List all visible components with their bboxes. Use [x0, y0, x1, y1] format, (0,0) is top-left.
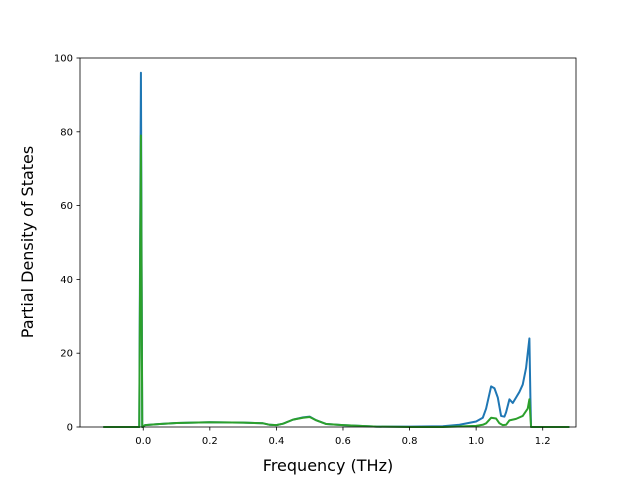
x-tick-label: 0.6 — [335, 436, 351, 447]
y-axis-label: Partial Density of States — [18, 146, 37, 338]
x-tick-label: 0.0 — [135, 436, 151, 447]
y-tick-label: 0 — [67, 423, 73, 434]
x-axis-label: Frequency (THz) — [263, 456, 393, 475]
x-axis-ticks: 0.0 0.2 0.4 0.6 0.8 1.0 1.2 — [135, 427, 551, 447]
y-tick-label: 40 — [60, 275, 73, 286]
plot-area-frame — [79, 57, 577, 428]
plot-area-background — [80, 58, 576, 427]
series-line-2 — [103, 134, 570, 428]
x-tick-label: 1.2 — [535, 436, 551, 447]
y-tick-label: 20 — [60, 349, 73, 360]
x-tick-label: 0.2 — [202, 436, 218, 447]
series-layer — [103, 71, 570, 428]
y-tick-label: 80 — [60, 127, 73, 138]
y-tick-label: 60 — [60, 201, 73, 212]
x-tick-label: 1.0 — [468, 436, 484, 447]
y-tick-label: 100 — [54, 54, 73, 65]
y-axis-ticks: 0 20 40 60 80 100 — [54, 54, 80, 434]
x-tick-label: 0.8 — [402, 436, 418, 447]
x-tick-label: 0.4 — [268, 436, 284, 447]
